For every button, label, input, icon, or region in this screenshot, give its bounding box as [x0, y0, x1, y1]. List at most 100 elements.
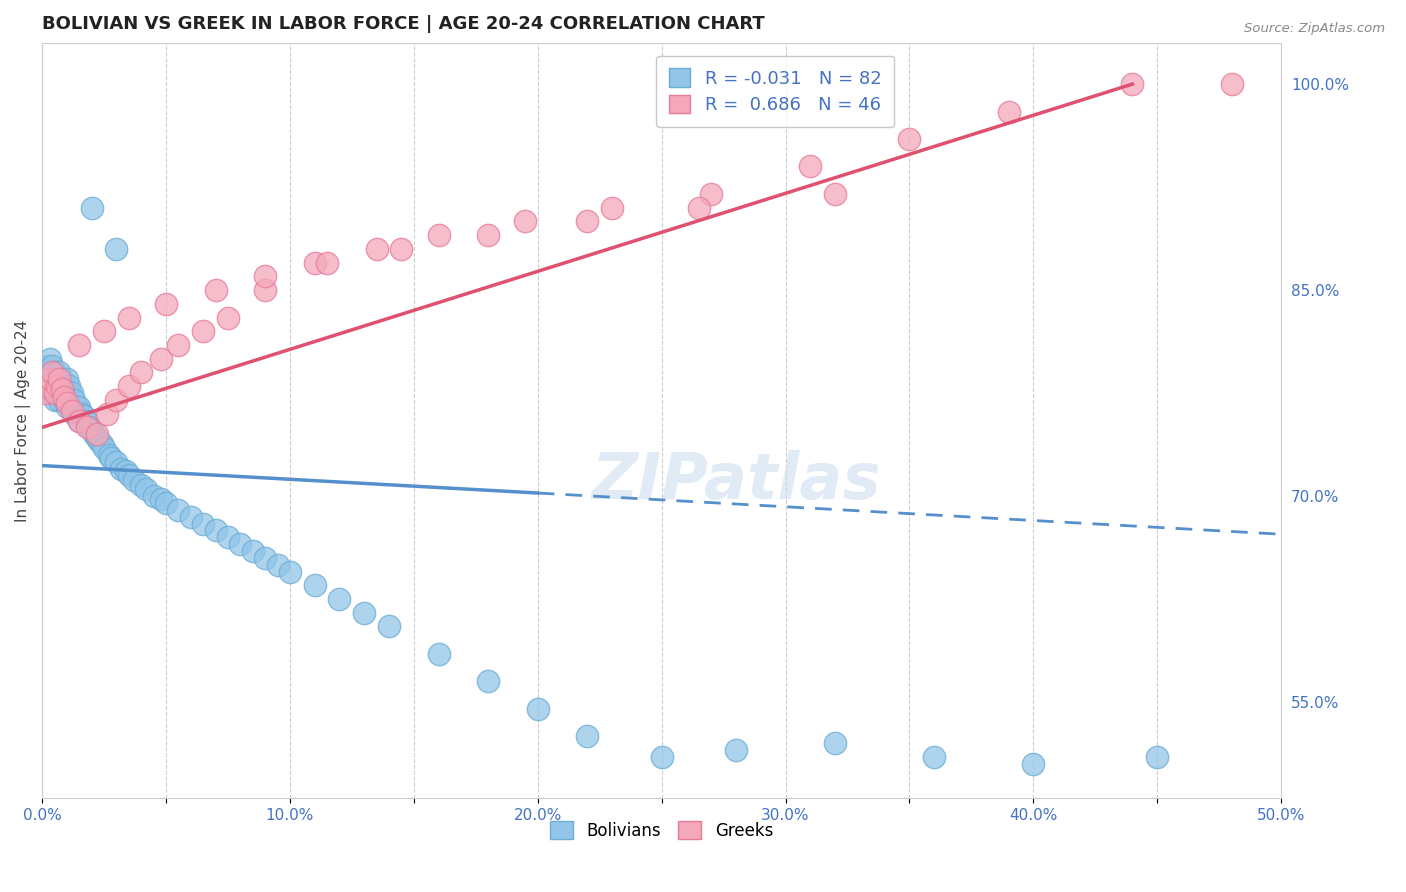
Point: [96, 407, 118, 421]
Point: [73, 409, 96, 424]
Point: [651, 750, 673, 764]
Point: [688, 201, 710, 215]
Point: [83, 427, 105, 442]
Point: [90, 437, 112, 451]
Point: [129, 478, 152, 492]
Point: [997, 104, 1019, 119]
Point: [922, 750, 945, 764]
Point: [129, 366, 152, 380]
Point: [700, 186, 723, 201]
Point: [34, 366, 56, 380]
Point: [477, 228, 499, 243]
Point: [53, 392, 76, 407]
Point: [391, 242, 413, 256]
Point: [60, 400, 83, 414]
Point: [51, 382, 73, 396]
Point: [242, 544, 264, 558]
Point: [477, 674, 499, 689]
Point: [76, 413, 98, 427]
Point: [53, 379, 76, 393]
Point: [204, 524, 226, 538]
Point: [77, 420, 100, 434]
Point: [193, 516, 215, 531]
Point: [526, 702, 548, 716]
Point: [254, 283, 277, 297]
Point: [1220, 77, 1243, 91]
Point: [63, 392, 86, 407]
Point: [229, 537, 252, 551]
Point: [67, 413, 90, 427]
Point: [58, 379, 80, 393]
Point: [254, 550, 277, 565]
Point: [135, 482, 157, 496]
Point: [87, 434, 110, 449]
Point: [48, 372, 70, 386]
Point: [34, 379, 56, 393]
Point: [38, 372, 60, 386]
Point: [180, 509, 202, 524]
Point: [41, 359, 63, 373]
Point: [100, 450, 122, 465]
Point: [118, 379, 141, 393]
Point: [76, 420, 98, 434]
Point: [167, 502, 190, 516]
Point: [51, 386, 73, 401]
Point: [93, 324, 115, 338]
Point: [724, 743, 747, 757]
Point: [254, 269, 277, 284]
Point: [1022, 756, 1045, 771]
Point: [58, 392, 80, 407]
Point: [278, 565, 301, 579]
Point: [67, 400, 90, 414]
Point: [328, 592, 350, 607]
Point: [56, 400, 79, 414]
Point: [41, 372, 63, 386]
Point: [115, 464, 138, 478]
Point: [217, 310, 239, 325]
Point: [86, 427, 108, 442]
Point: [266, 558, 288, 572]
Point: [105, 455, 128, 469]
Point: [67, 413, 90, 427]
Point: [38, 379, 60, 393]
Point: [799, 160, 821, 174]
Point: [41, 366, 63, 380]
Point: [60, 386, 83, 401]
Point: [51, 372, 73, 386]
Point: [142, 489, 165, 503]
Point: [576, 730, 599, 744]
Text: ZIPatlas: ZIPatlas: [591, 450, 880, 512]
Point: [35, 372, 58, 386]
Point: [70, 407, 93, 421]
Point: [48, 366, 70, 380]
Point: [824, 186, 846, 201]
Point: [80, 423, 103, 437]
Point: [53, 390, 76, 404]
Point: [110, 461, 132, 475]
Point: [44, 366, 66, 380]
Point: [515, 214, 537, 228]
Point: [56, 372, 79, 386]
Point: [44, 392, 66, 407]
Text: Source: ZipAtlas.com: Source: ZipAtlas.com: [1244, 22, 1385, 36]
Point: [46, 386, 69, 401]
Point: [824, 736, 846, 750]
Text: BOLIVIAN VS GREEK IN LABOR FORCE | AGE 20-24 CORRELATION CHART: BOLIVIAN VS GREEK IN LABOR FORCE | AGE 2…: [42, 15, 765, 33]
Y-axis label: In Labor Force | Age 20-24: In Labor Force | Age 20-24: [15, 319, 31, 522]
Point: [366, 242, 388, 256]
Point: [46, 379, 69, 393]
Point: [427, 228, 450, 243]
Point: [34, 386, 56, 401]
Point: [150, 491, 173, 506]
Point: [155, 297, 177, 311]
Point: [427, 647, 450, 661]
Point: [67, 338, 90, 352]
Legend: Bolivians, Greeks: Bolivians, Greeks: [544, 814, 780, 847]
Point: [118, 310, 141, 325]
Point: [155, 496, 177, 510]
Point: [600, 201, 623, 215]
Point: [105, 392, 128, 407]
Point: [63, 407, 86, 421]
Point: [150, 351, 173, 366]
Point: [48, 379, 70, 393]
